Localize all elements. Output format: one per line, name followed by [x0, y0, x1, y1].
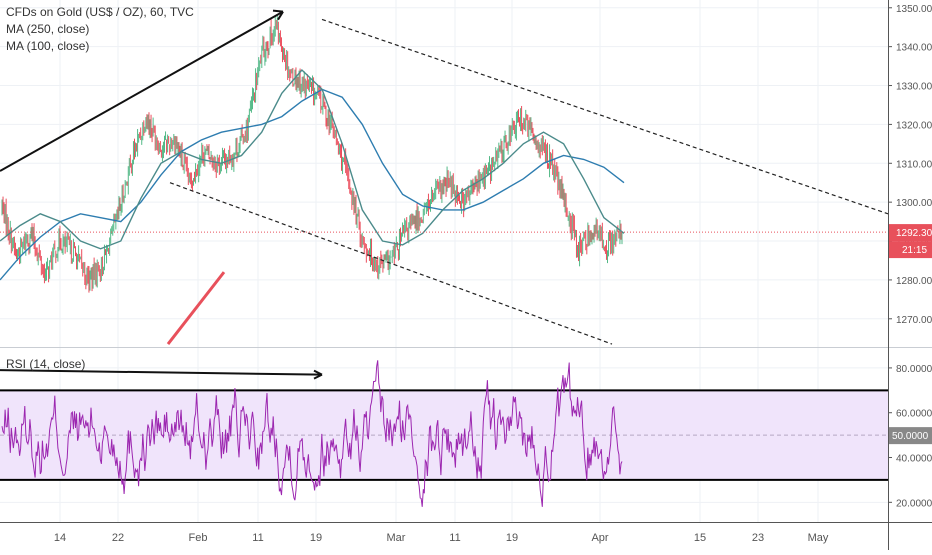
countdown-label: 21:15	[902, 245, 927, 256]
rsi-tick-label: 60.0000	[896, 409, 932, 420]
x-tick-label: 14	[54, 532, 66, 544]
channel-lower-line[interactable]	[169, 182, 613, 345]
price-tick-label: 1310.00	[896, 159, 932, 170]
x-tick-label: 19	[506, 532, 518, 544]
price-tick-label: 1300.00	[896, 198, 932, 209]
ma-250-line[interactable]	[0, 88, 625, 281]
x-tick-label: 19	[310, 532, 322, 544]
rsi-title[interactable]: RSI (14, close)	[6, 357, 86, 371]
rsi-line[interactable]	[1, 360, 623, 507]
price-label-box	[889, 224, 932, 242]
x-tick-label: 22	[112, 532, 124, 544]
ma-100-legend[interactable]: MA (100, close)	[6, 39, 90, 53]
x-tick-label: 11	[252, 532, 263, 544]
x-tick-label: Mar	[387, 532, 406, 544]
x-tick-label: May	[808, 532, 829, 544]
rsi-tick-label: 80.0000	[896, 364, 932, 375]
rsi-legend: RSI (14, close)	[6, 356, 85, 373]
price-tick-label: 1270.00	[896, 315, 932, 326]
rsi-value-box	[889, 427, 932, 445]
rsi-pane[interactable]	[0, 360, 888, 507]
price-legend: CFDs on Gold (US$ / OZ), 60, TVC MA (250…	[6, 4, 194, 55]
symbol-title[interactable]: CFDs on Gold (US$ / OZ), 60, TVC	[6, 5, 194, 19]
countdown-label-box	[889, 241, 932, 259]
x-tick-label: Feb	[189, 532, 208, 544]
rsi-tick-label: 40.0000	[896, 454, 932, 465]
ma-100-line[interactable]	[0, 68, 625, 250]
current-price-label: 1292.30	[896, 228, 932, 239]
arrow-head	[272, 9, 284, 21]
red-trend-line[interactable]	[166, 271, 226, 345]
price-tick-label: 1340.00	[896, 43, 932, 54]
price-tick-label: 1330.00	[896, 82, 932, 93]
x-tick-label: 23	[752, 532, 764, 544]
rsi-current-label: 50.0000	[892, 431, 929, 442]
x-tick-label: Apr	[591, 532, 608, 544]
ma-250-legend[interactable]: MA (250, close)	[6, 22, 90, 36]
x-tick-label: 15	[694, 532, 706, 544]
price-tick-label: 1320.00	[896, 120, 932, 131]
channel-upper-line[interactable]	[321, 18, 889, 215]
price-tick-label: 1280.00	[896, 276, 932, 287]
rsi-tick-label: 20.0000	[896, 498, 932, 509]
rsi-trend-line[interactable]	[0, 369, 323, 376]
arrow-head	[313, 369, 323, 380]
trend-arrow-line[interactable]	[0, 10, 284, 172]
x-tick-label: 11	[449, 532, 460, 544]
price-pane[interactable]	[0, 9, 889, 345]
price-tick-label: 1350.00	[896, 4, 932, 15]
